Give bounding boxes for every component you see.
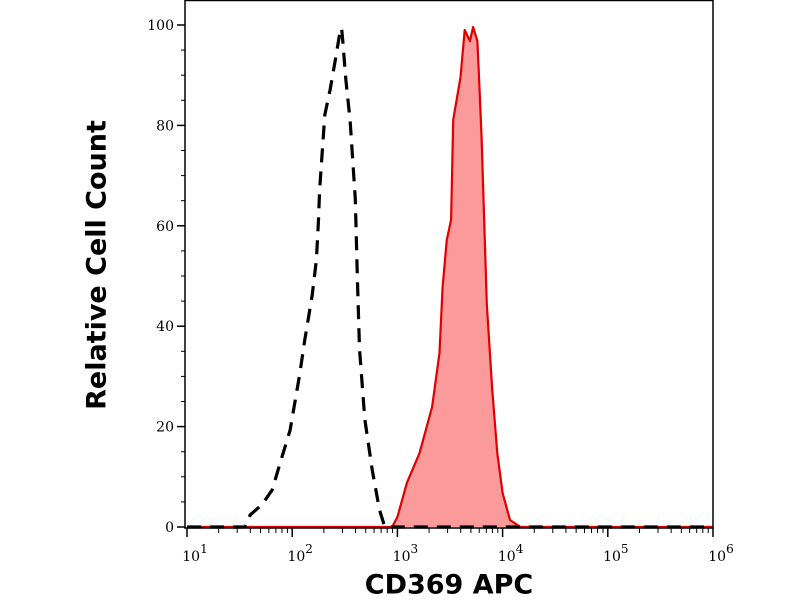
plot-frame bbox=[184, 0, 714, 529]
y-tick-label: 0 bbox=[165, 520, 174, 536]
y-tick-label: 100 bbox=[147, 18, 174, 34]
x-tick-label: 101 bbox=[182, 542, 207, 565]
cd369-apc-stained-line bbox=[187, 25, 713, 529]
x-tick-label: 106 bbox=[708, 542, 733, 565]
cd369-apc-stained-area bbox=[187, 27, 713, 527]
isotype-control-line bbox=[187, 26, 713, 529]
y-tick-label: 60 bbox=[156, 219, 174, 235]
x-axis-label: CD369 APC bbox=[364, 569, 534, 601]
x-tick-label: 102 bbox=[287, 542, 312, 565]
y-tick-label: 40 bbox=[156, 319, 174, 335]
x-tick-label: 103 bbox=[393, 542, 418, 565]
x-tick-label: 104 bbox=[498, 542, 524, 565]
x-tick-label: 105 bbox=[603, 542, 628, 565]
y-tick-label: 20 bbox=[156, 420, 174, 436]
y-axis-label: Relative Cell Count bbox=[81, 120, 113, 410]
y-tick-label: 80 bbox=[156, 118, 174, 134]
